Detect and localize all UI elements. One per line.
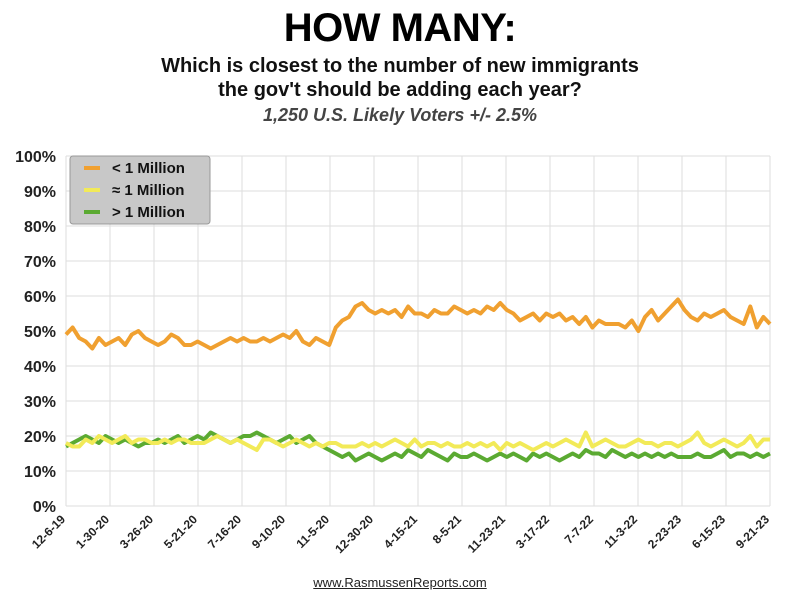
y-tick-label: 80%	[24, 219, 56, 236]
y-tick-label: 50%	[24, 324, 56, 341]
x-tick-label: 3-26-20	[117, 512, 156, 551]
x-tick-label: 11-3-22	[601, 512, 640, 551]
x-tick-label: 4-15-21	[381, 512, 420, 551]
x-tick-label: 12-30-20	[332, 512, 376, 556]
x-tick-label: 3-17-22	[513, 512, 552, 551]
x-tick-label: 9-10-20	[249, 512, 288, 551]
x-tick-label: 5-21-20	[161, 512, 200, 551]
y-axis-ticks: 0% 10% 20% 30% 40% 50% 60% 70% 80% 90% 100%	[15, 149, 56, 516]
x-tick-label: 2-23-23	[645, 512, 684, 551]
series-more-than-1-million-line	[65, 430, 771, 463]
chart-title: HOW MANY:	[283, 6, 517, 50]
legend-item-less-than-1-million: < 1 Million	[112, 160, 185, 177]
x-tick-label: 7-7-22	[562, 512, 597, 547]
legend-item-about-1-million: ≈ 1 Million	[112, 182, 184, 199]
sample-note: 1,250 U.S. Likely Voters +/- 2.5%	[263, 105, 537, 125]
legend-box	[69, 155, 211, 225]
x-axis-ticks: 12-6-19 1-30-20 3-26-20 5-21-20 7-16-20 9-10-…	[29, 512, 772, 556]
subtitle-line-1: Which is closest to the number of new im…	[161, 55, 639, 77]
series-about-1-million-line	[65, 430, 770, 452]
y-tick-label: 0%	[33, 499, 56, 516]
legend: < 1 Million ≈ 1 Million > 1 Million	[69, 155, 211, 225]
x-tick-label: 11-5-20	[293, 512, 332, 551]
y-tick-label: 20%	[24, 429, 56, 446]
x-tick-label: 7-16-20	[205, 512, 244, 551]
y-tick-label: 30%	[24, 394, 56, 411]
x-tick-label: 12-6-19	[29, 512, 68, 551]
x-tick-label: 9-21-23	[733, 512, 772, 551]
legend-item-more-than-1-million: > 1 Million	[112, 204, 185, 221]
x-tick-label: 11-23-21	[465, 512, 509, 556]
subtitle-line-2: the gov't should be adding each year?	[218, 79, 582, 101]
y-tick-label: 90%	[24, 184, 56, 201]
y-tick-label: 100%	[15, 149, 56, 166]
x-tick-label: 6-15-23	[689, 512, 728, 551]
chart-subtitle: Which is closest to the number of new im…	[0, 54, 800, 102]
x-tick-label: 8-5-21	[430, 512, 465, 547]
source-link[interactable]: www.RasmussenReports.com	[313, 575, 487, 590]
y-tick-label: 70%	[24, 254, 56, 271]
y-tick-label: 10%	[24, 464, 56, 481]
series-less-than-1-million-line	[64, 297, 772, 351]
y-tick-label: 40%	[24, 359, 56, 376]
x-tick-label: 1-30-20	[73, 512, 112, 551]
y-tick-label: 60%	[24, 289, 56, 306]
series-lines	[64, 297, 772, 463]
